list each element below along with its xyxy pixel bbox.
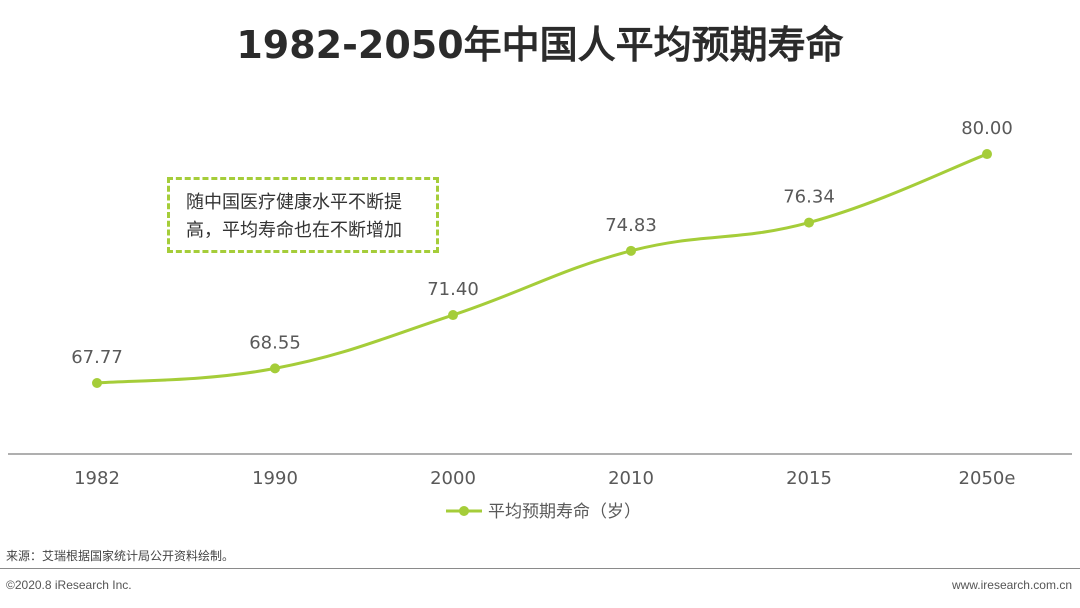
data-label: 80.00 (961, 118, 1013, 139)
data-point (92, 378, 102, 388)
x-tick-label: 1990 (252, 468, 298, 489)
x-tick-label: 2015 (786, 468, 832, 489)
data-label: 67.77 (71, 347, 123, 368)
annotation-callout: 随中国医疗健康水平不断提 高，平均寿命也在不断增加 (167, 177, 439, 253)
chart-title: 1982-2050年中国人平均预期寿命 (236, 23, 844, 67)
data-label: 68.55 (249, 332, 301, 353)
data-label: 74.83 (605, 215, 657, 236)
data-point (448, 310, 458, 321)
data-point (804, 217, 814, 228)
copyright-text: ©2020.8 iResearch Inc. (6, 578, 132, 592)
data-point (982, 149, 992, 160)
x-tick-label: 2050e (959, 468, 1016, 489)
website-link[interactable]: www.iresearch.com.cn (951, 578, 1072, 592)
x-tick-label: 2000 (430, 468, 476, 489)
legend-label: 平均预期寿命（岁） (488, 502, 641, 522)
legend-marker (459, 506, 469, 516)
x-tick-label: 1982 (74, 468, 120, 489)
data-point (626, 245, 636, 256)
footer-divider (0, 568, 1080, 569)
x-tick-label: 2010 (608, 468, 654, 489)
data-label: 71.40 (427, 279, 479, 300)
data-label: 76.34 (783, 187, 835, 208)
source-note: 来源：艾瑞根据国家统计局公开资料绘制。 (6, 549, 235, 563)
series-line (95, 152, 989, 385)
callout-line-1: 随中国医疗健康水平不断提 (186, 192, 402, 213)
data-point (270, 363, 280, 374)
callout-line-2: 高，平均寿命也在不断增加 (186, 220, 402, 241)
